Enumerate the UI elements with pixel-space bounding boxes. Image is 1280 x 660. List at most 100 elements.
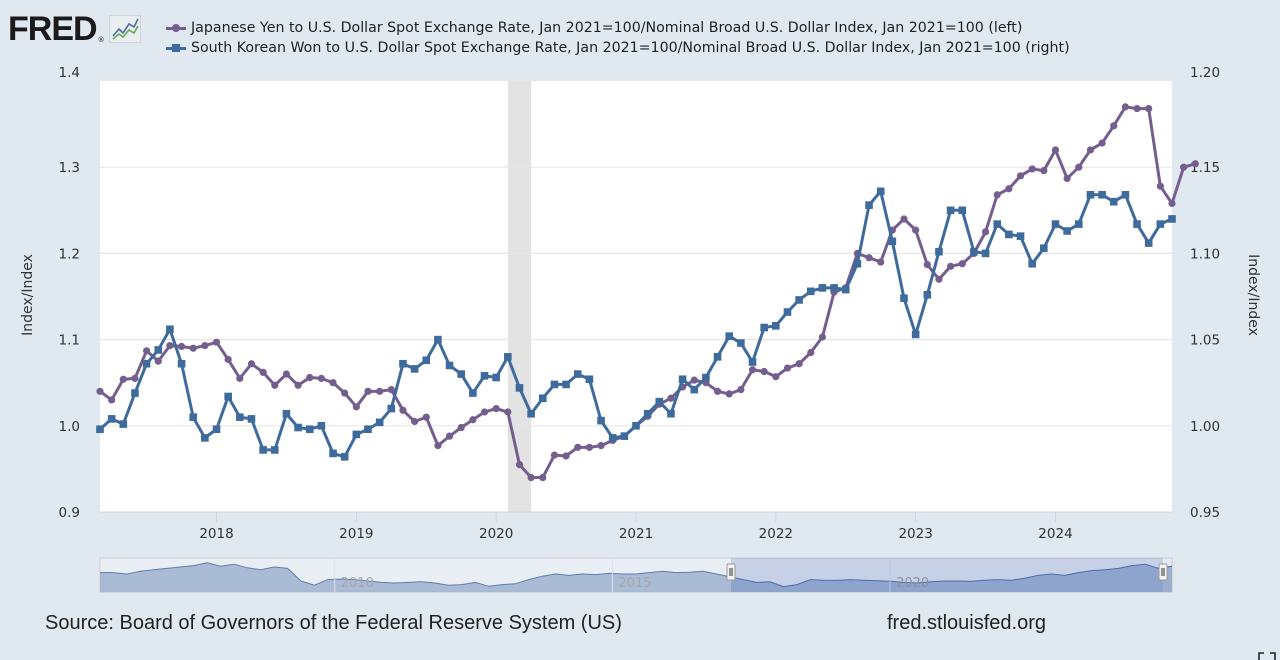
data-point[interactable] [387, 385, 395, 394]
data-point[interactable] [562, 380, 570, 389]
data-point[interactable] [783, 308, 792, 316]
data-point[interactable] [1086, 146, 1095, 154]
data-point[interactable] [131, 374, 139, 382]
data-point[interactable] [375, 418, 384, 427]
data-point[interactable] [1098, 139, 1106, 147]
data-point[interactable] [678, 375, 687, 384]
data-point[interactable] [888, 237, 897, 246]
data-point[interactable] [1028, 259, 1036, 268]
data-point[interactable] [958, 260, 966, 268]
data-point[interactable] [760, 323, 768, 332]
data-point[interactable] [1168, 215, 1176, 223]
data-point[interactable] [1098, 190, 1106, 199]
data-point[interactable] [457, 370, 466, 378]
data-point[interactable] [294, 381, 302, 389]
data-point[interactable] [1133, 220, 1141, 228]
data-point[interactable] [329, 379, 337, 387]
data-point[interactable] [364, 387, 372, 395]
data-point[interactable] [760, 367, 768, 376]
data-point[interactable] [352, 430, 361, 439]
data-point[interactable] [1168, 199, 1176, 208]
data-point[interactable] [981, 228, 990, 236]
data-point[interactable] [853, 259, 862, 268]
data-point[interactable] [527, 409, 535, 418]
data-point[interactable] [550, 451, 559, 459]
data-point[interactable] [1063, 227, 1071, 235]
data-point[interactable] [201, 342, 209, 350]
data-point[interactable] [166, 325, 174, 334]
data-point[interactable] [317, 374, 325, 382]
data-point[interactable] [900, 215, 908, 223]
data-point[interactable] [632, 422, 640, 430]
data-point[interactable] [236, 413, 244, 421]
data-point[interactable] [725, 332, 734, 340]
data-point[interactable] [1063, 174, 1071, 183]
data-point[interactable] [352, 403, 360, 411]
data-point[interactable] [434, 442, 442, 450]
data-point[interactable] [527, 473, 535, 482]
data-point[interactable] [597, 442, 605, 450]
data-point[interactable] [96, 425, 104, 434]
data-point[interactable] [294, 423, 302, 432]
data-point[interactable] [96, 387, 104, 395]
data-point[interactable] [690, 385, 699, 394]
data-point[interactable] [806, 287, 815, 296]
data-point[interactable] [469, 389, 477, 397]
data-point[interactable] [515, 384, 524, 392]
data-point[interactable] [282, 370, 291, 378]
data-point[interactable] [737, 339, 745, 347]
data-point[interactable] [469, 416, 477, 424]
data-point[interactable] [1005, 230, 1013, 239]
data-point[interactable] [340, 453, 349, 461]
data-point[interactable] [807, 348, 815, 357]
data-point[interactable] [702, 373, 710, 382]
data-point[interactable] [224, 355, 232, 364]
data-point[interactable] [492, 404, 500, 413]
data-point[interactable] [247, 360, 256, 368]
data-point[interactable] [305, 425, 314, 434]
data-point[interactable] [457, 423, 465, 432]
data-point[interactable] [189, 413, 198, 421]
data-point[interactable] [515, 460, 524, 469]
data-point[interactable] [166, 342, 174, 350]
data-point[interactable] [737, 385, 745, 394]
data-point[interactable] [923, 290, 932, 299]
data-point[interactable] [154, 357, 162, 365]
data-point[interactable] [1121, 190, 1130, 199]
data-point[interactable] [713, 387, 722, 395]
legend-item-krw[interactable]: South Korean Won to U.S. Dollar Spot Exc… [166, 38, 1070, 58]
data-point[interactable] [259, 446, 267, 454]
data-point[interactable] [306, 373, 314, 382]
data-point[interactable] [725, 390, 733, 398]
data-point[interactable] [923, 261, 931, 269]
data-point[interactable] [667, 409, 675, 418]
data-point[interactable] [201, 434, 209, 442]
data-point[interactable] [189, 344, 197, 352]
data-point[interactable] [317, 422, 326, 430]
data-point[interactable] [224, 392, 232, 401]
data-point[interactable] [573, 370, 582, 378]
data-point[interactable] [877, 258, 885, 266]
data-point[interactable] [1028, 165, 1036, 173]
data-point[interactable] [177, 342, 186, 351]
data-point[interactable] [480, 408, 489, 416]
data-point[interactable] [795, 296, 803, 304]
data-point[interactable] [154, 346, 163, 354]
data-point[interactable] [935, 247, 943, 256]
data-point[interactable] [1133, 104, 1141, 113]
data-point[interactable] [667, 394, 675, 402]
data-point[interactable] [585, 443, 593, 451]
data-point[interactable] [1191, 160, 1199, 168]
data-point[interactable] [620, 432, 629, 440]
data-point[interactable] [504, 408, 512, 416]
data-point[interactable] [212, 425, 221, 434]
data-point[interactable] [841, 285, 850, 294]
data-point[interactable] [1109, 197, 1118, 206]
navigator-selection[interactable] [731, 558, 1163, 592]
data-point[interactable] [259, 368, 267, 376]
data-point[interactable] [783, 364, 792, 372]
data-point[interactable] [947, 262, 955, 270]
data-point[interactable] [399, 359, 407, 368]
data-point[interactable] [445, 432, 454, 440]
data-point[interactable] [993, 191, 1001, 199]
